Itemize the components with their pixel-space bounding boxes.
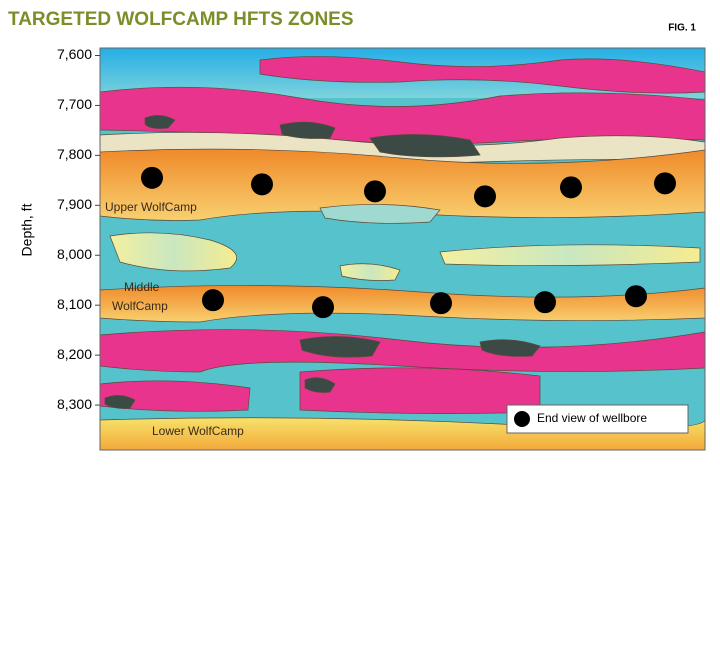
- wellbore-point: [202, 289, 224, 312]
- wellbore-point: [625, 285, 647, 308]
- y-tick-label: 8,300: [57, 396, 92, 412]
- wellbore-point: [474, 185, 496, 208]
- legend-marker: [514, 411, 530, 427]
- wellbore-point: [141, 166, 163, 189]
- wellbore-point: [560, 176, 582, 199]
- zone-label: WolfCamp: [112, 299, 168, 313]
- y-tick-label: 7,600: [57, 46, 92, 62]
- geology-background: [100, 48, 705, 450]
- zone-label: Upper WolfCamp: [105, 200, 197, 214]
- zone-label: Lower WolfCamp: [152, 424, 244, 438]
- legend-box: [506, 404, 689, 434]
- zone-label: Middle: [124, 280, 160, 294]
- figure-label: FIG. 1: [668, 23, 696, 34]
- y-tick-label: 8,100: [57, 296, 92, 312]
- y-tick-label: 7,900: [57, 196, 92, 212]
- y-tick-label: 8,000: [57, 246, 92, 262]
- wellbore-point: [430, 292, 452, 315]
- wellbore-point: [364, 180, 386, 203]
- wellbore-point: [312, 296, 334, 319]
- y-tick-label: 7,700: [57, 96, 92, 112]
- wellbore-point: [534, 291, 556, 314]
- y-tick-label: 7,800: [57, 146, 92, 162]
- wellbore-point: [251, 173, 273, 196]
- y-axis-label: Depth, ft: [19, 203, 35, 256]
- legend: End view of wellbore: [506, 404, 689, 434]
- legend-label: End view of wellbore: [537, 411, 647, 425]
- y-tick-label: 8,200: [57, 346, 92, 362]
- wellbore-point: [654, 172, 676, 195]
- plot-frame: [99, 47, 706, 451]
- chart-title: TARGETED WOLFCAMP HFTS ZONES: [8, 9, 354, 30]
